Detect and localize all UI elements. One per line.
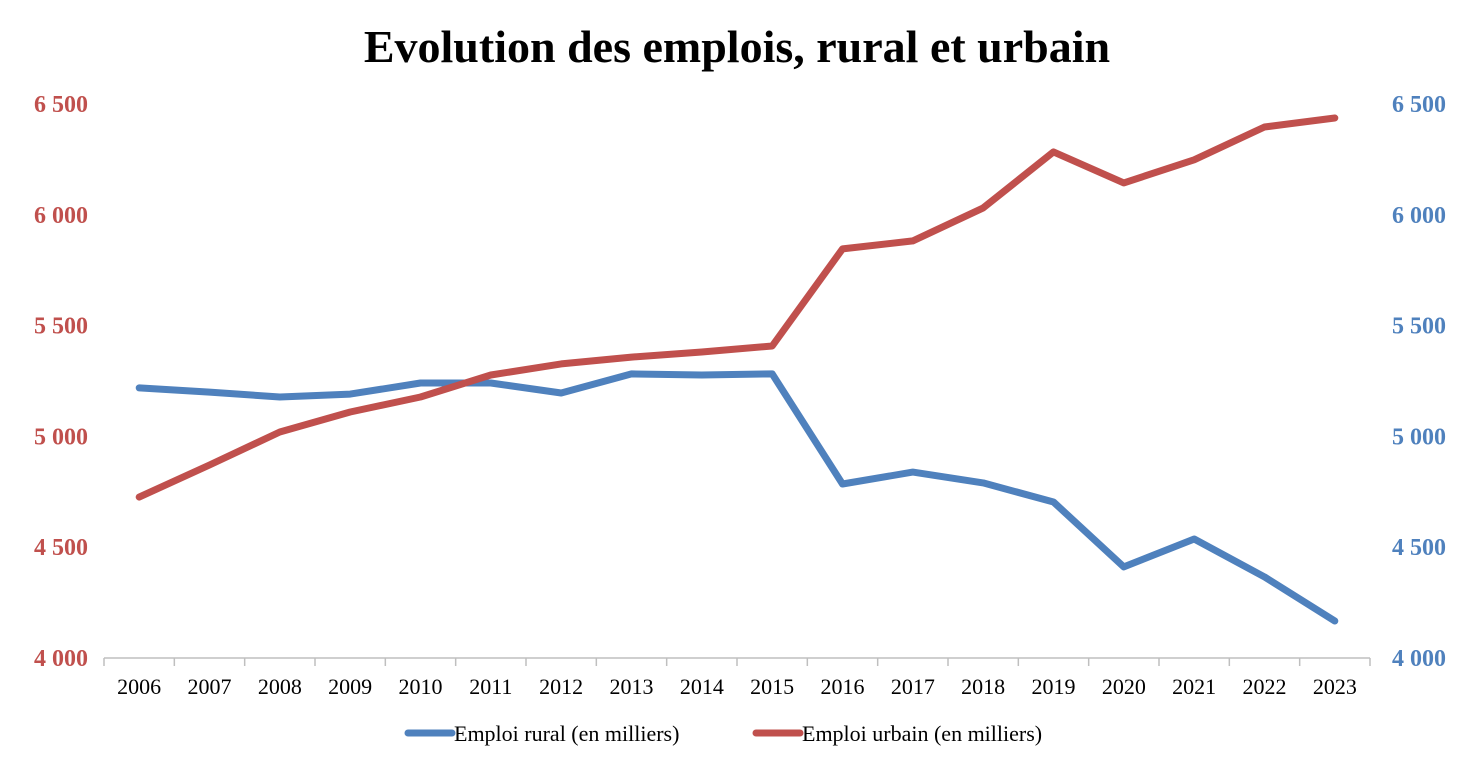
x-tick-label: 2011 — [469, 674, 512, 699]
series-line-urban — [135, 114, 1339, 501]
series-line-rural — [135, 370, 1339, 625]
x-tick-label: 2007 — [188, 674, 232, 699]
x-tick-label: 2015 — [750, 674, 794, 699]
x-tick-label: 2023 — [1313, 674, 1357, 699]
y-right-tick-label: 6 000 — [1392, 203, 1446, 229]
x-tick-label: 2014 — [680, 674, 724, 699]
x-tick-label: 2013 — [610, 674, 654, 699]
x-tick-label: 2006 — [117, 674, 161, 699]
y-left-tick-label: 4 500 — [34, 535, 88, 561]
x-tick-label: 2021 — [1172, 674, 1216, 699]
x-tick-label: 2010 — [399, 674, 443, 699]
x-tick-label: 2022 — [1243, 674, 1287, 699]
y-right-tick-label: 4 000 — [1392, 646, 1446, 672]
y-right-tick-label: 5 000 — [1392, 424, 1446, 450]
y-right-tick-label: 6 500 — [1392, 92, 1446, 118]
x-tick-label: 2016 — [821, 674, 865, 699]
legend-label: Emploi rural (en milliers) — [454, 721, 679, 746]
y-right-tick-label: 5 500 — [1392, 314, 1446, 340]
x-tick-label: 2008 — [258, 674, 302, 699]
legend-label: Emploi urbain (en milliers) — [802, 721, 1042, 746]
y-left-tick-label: 5 000 — [34, 424, 88, 450]
y-left-tick-label: 6 000 — [34, 203, 88, 229]
chart-title: Evolution des emplois, rural et urbain — [364, 21, 1110, 72]
x-tick-label: 2019 — [1032, 674, 1076, 699]
x-tick-label: 2012 — [539, 674, 583, 699]
y-left-tick-label: 5 500 — [34, 314, 88, 340]
x-tick-label: 2020 — [1102, 674, 1146, 699]
x-tick-label: 2018 — [961, 674, 1005, 699]
x-tick-label: 2017 — [891, 674, 935, 699]
y-right-tick-label: 4 500 — [1392, 535, 1446, 561]
y-left-tick-label: 6 500 — [34, 92, 88, 118]
y-left-tick-label: 4 000 — [34, 646, 88, 672]
x-tick-label: 2009 — [328, 674, 372, 699]
